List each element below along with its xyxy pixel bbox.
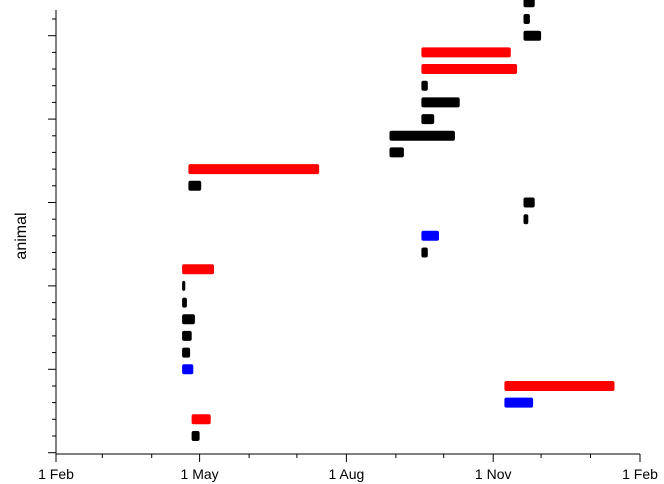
x-tick-label: 1 Feb bbox=[622, 466, 658, 482]
segment-animal-16-black bbox=[188, 180, 202, 191]
x-tick-label: 1 May bbox=[181, 466, 219, 482]
segment-animal-9-black bbox=[182, 297, 187, 308]
segment-animal-15-black bbox=[523, 197, 535, 208]
x-tick-label: 1 Aug bbox=[328, 466, 364, 482]
segment-animal-25-black bbox=[523, 30, 542, 41]
segment-animal-14-black bbox=[523, 214, 529, 225]
segment-animal-6-black bbox=[182, 347, 191, 358]
segment-animal-24-red bbox=[421, 47, 511, 58]
segment-animal-22-black bbox=[421, 80, 428, 91]
segment-animal-5-blue bbox=[182, 364, 194, 375]
bar-series bbox=[182, 0, 615, 441]
segment-animal-13-blue bbox=[421, 230, 439, 241]
y-axis-ticks bbox=[48, 18, 56, 454]
x-tick-label: 1 Nov bbox=[475, 466, 512, 482]
segment-animal-12-black bbox=[421, 247, 428, 258]
segment-animal-11-red bbox=[182, 264, 214, 275]
segment-animal-19-black bbox=[389, 130, 455, 141]
segment-animal-3-blue bbox=[504, 397, 534, 408]
segment-animal-18-black bbox=[389, 147, 404, 158]
segment-animal-8-black bbox=[182, 314, 195, 325]
segment-animal-1-black bbox=[191, 431, 200, 441]
segment-animal-26-black bbox=[523, 14, 530, 24]
segment-animal-23-red bbox=[421, 64, 518, 74]
x-tick-label: 1 Feb bbox=[38, 466, 74, 482]
segment-animal-2-red bbox=[191, 414, 211, 425]
segment-animal-10-black bbox=[182, 280, 186, 291]
y-axis-title: animal bbox=[13, 212, 30, 259]
x-axis-ticks bbox=[55, 454, 641, 462]
segment-animal-17-red bbox=[188, 164, 320, 175]
x-axis-tick-labels: 1 Feb 1 May 1 Aug 1 Nov 1 Feb bbox=[38, 466, 658, 482]
segment-animal-7-black bbox=[182, 330, 192, 341]
segment-animal-4-red bbox=[504, 381, 615, 391]
segment-animal-27-black bbox=[523, 0, 535, 8]
segment-animal-20-black bbox=[421, 114, 435, 125]
segment-animal-21-black bbox=[421, 97, 460, 108]
